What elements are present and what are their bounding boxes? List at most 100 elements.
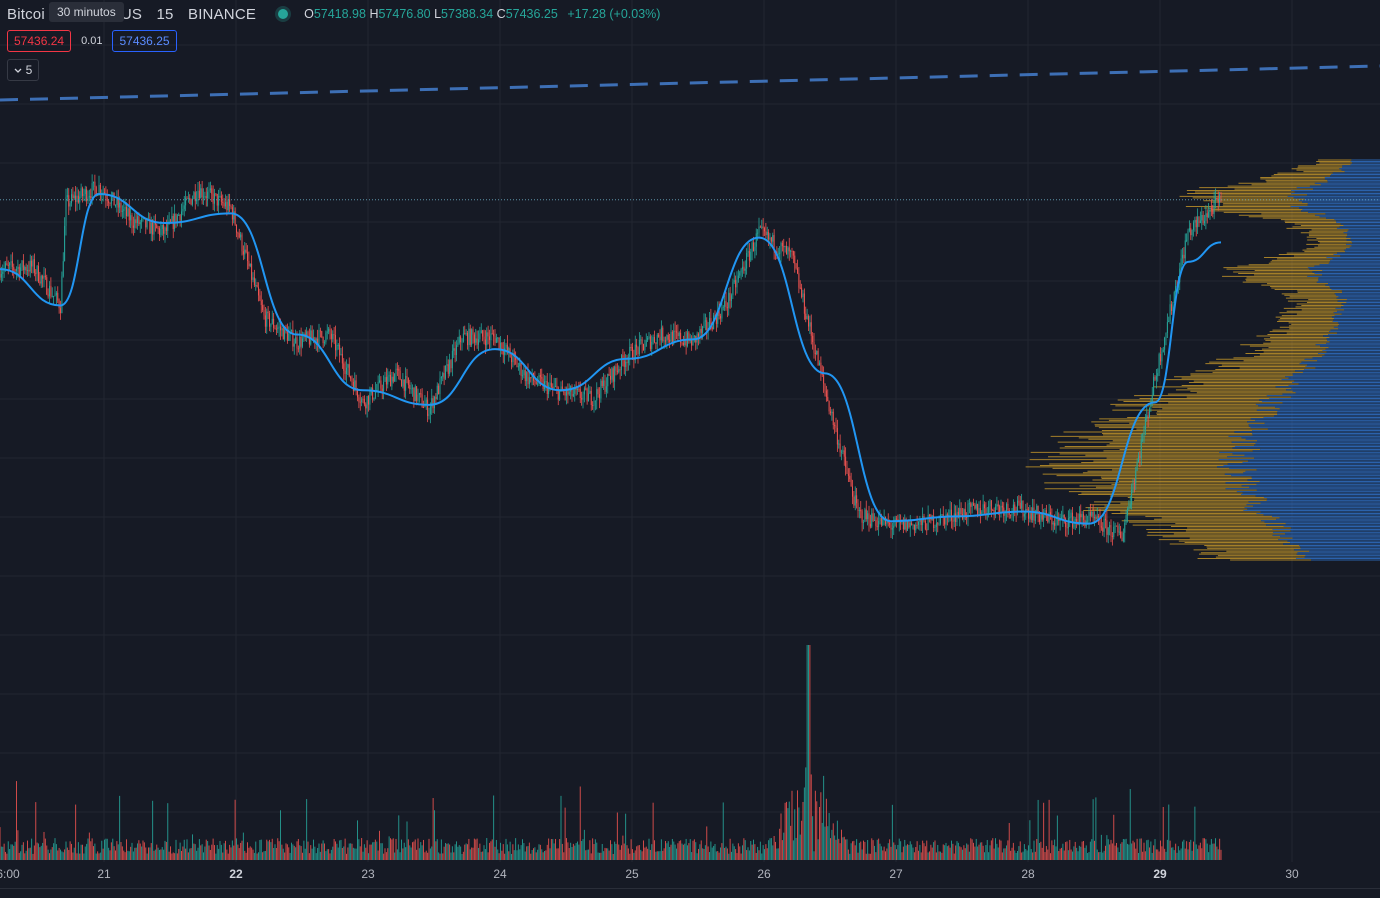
volume-bar <box>533 848 534 860</box>
volume-bar <box>541 849 543 860</box>
candle <box>326 324 328 340</box>
volume-bar <box>226 849 228 860</box>
volume-bar <box>511 853 512 860</box>
candle <box>121 205 123 219</box>
candle <box>145 217 147 235</box>
volume-bar <box>978 844 980 860</box>
volume-bar <box>669 846 671 860</box>
volume-bar <box>692 840 694 860</box>
volume-bar <box>1003 848 1005 860</box>
volume-bar <box>889 839 891 860</box>
candle <box>586 387 588 405</box>
volume-bar <box>711 847 713 860</box>
volume-bar <box>1107 839 1109 860</box>
candle <box>649 334 651 352</box>
volume-bar <box>574 845 576 860</box>
volume-bar <box>406 821 408 860</box>
volume-bar <box>927 852 929 860</box>
volume-bar <box>838 838 840 860</box>
volume-bar <box>590 853 592 860</box>
volume-bar <box>743 838 745 860</box>
volume-bar <box>333 838 335 860</box>
volume-bar <box>732 843 734 860</box>
candle <box>659 329 661 346</box>
volume-bar <box>1048 799 1050 860</box>
volume-bar <box>572 843 574 860</box>
candle <box>190 198 192 206</box>
candle <box>522 369 523 380</box>
volume-bar <box>544 850 545 860</box>
volume-bar <box>187 852 189 860</box>
volume-bar <box>462 851 464 860</box>
volume-bar <box>1081 841 1083 860</box>
candle <box>365 402 367 415</box>
candle <box>638 332 640 356</box>
candle <box>472 326 474 344</box>
volume-bar <box>281 844 283 860</box>
volume-bar <box>447 843 449 860</box>
volume-bar <box>299 845 301 860</box>
volume-bar <box>919 844 921 860</box>
candle <box>494 329 496 346</box>
volume-bar <box>347 847 349 860</box>
candle <box>94 174 96 196</box>
volume-bar <box>689 839 691 860</box>
volume-bar <box>453 852 455 860</box>
volume-bar <box>266 839 268 860</box>
candle <box>407 377 409 389</box>
volume-bar <box>132 851 134 860</box>
volume-bar <box>655 851 657 860</box>
candle <box>680 329 682 348</box>
volume-bar <box>813 851 815 860</box>
candle <box>247 245 248 270</box>
volume-bar <box>458 845 460 860</box>
candle <box>295 329 297 344</box>
interval-label[interactable]: 15 <box>156 5 174 23</box>
volume-bar <box>1187 849 1189 860</box>
candle <box>1206 209 1208 224</box>
volume-bar <box>478 847 479 860</box>
candle <box>439 371 441 401</box>
sell-price-button[interactable]: 57436.24 <box>7 30 72 52</box>
candle <box>1111 532 1113 546</box>
time-axis-label: 22 <box>229 867 243 881</box>
volume-bar <box>913 852 915 860</box>
volume-bar <box>619 849 621 860</box>
candle <box>835 417 837 433</box>
volume-bar <box>247 842 248 860</box>
volume-bar <box>718 852 720 860</box>
candle <box>39 271 41 286</box>
candle <box>387 368 389 389</box>
volume-bar <box>772 845 774 860</box>
volume-bar <box>505 838 507 860</box>
volume-bar <box>596 842 598 860</box>
candle <box>277 322 279 334</box>
volume-bar <box>1077 851 1079 860</box>
volume-bar <box>721 843 723 860</box>
volume-bar <box>894 844 896 860</box>
volume-bar <box>531 850 533 860</box>
candle <box>857 499 859 518</box>
candle <box>333 327 335 345</box>
indicators-toggle-button[interactable]: 5 <box>7 59 39 81</box>
buy-price-button[interactable]: 57436.25 <box>112 30 177 52</box>
volume-bar <box>564 807 566 860</box>
volume-bar <box>968 851 970 860</box>
volume-bar <box>967 844 969 860</box>
symbol-title[interactable]: Bitcoi US 15 BINANCE <box>7 6 262 23</box>
volume-bar <box>256 853 258 860</box>
candle <box>989 499 991 514</box>
candle <box>825 385 827 402</box>
volume-bar <box>219 840 221 860</box>
candle <box>934 524 936 532</box>
candle <box>667 332 669 343</box>
candle <box>451 344 453 377</box>
candle <box>1191 229 1193 241</box>
volume-bar <box>583 829 585 860</box>
volume-bar <box>1011 847 1013 860</box>
candle <box>1184 233 1186 263</box>
candle <box>524 366 526 386</box>
volume-bar <box>17 830 19 860</box>
candle <box>747 241 749 257</box>
